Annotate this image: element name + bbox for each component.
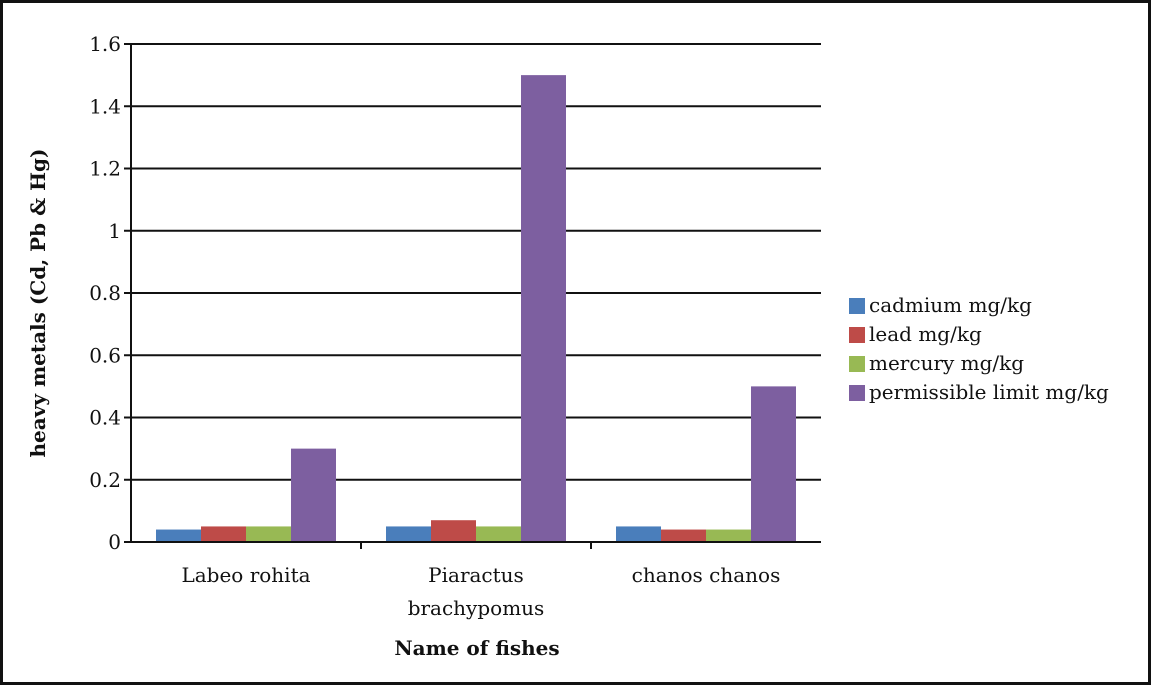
- legend-swatch: [849, 298, 865, 314]
- legend-label: cadmium mg/kg: [869, 293, 1032, 317]
- axes: [130, 44, 821, 549]
- bar-permissible-1: [521, 75, 566, 542]
- bar-mercury-2: [706, 529, 751, 542]
- x-axis-title: Name of fishes: [394, 636, 559, 660]
- bar-cadmium-1: [386, 526, 431, 542]
- legend-swatch: [849, 327, 865, 343]
- bar-permissible-0: [291, 448, 336, 542]
- bar-mercury-0: [246, 526, 291, 542]
- x-category-labels: Labeo rohita Piaractus brachypomus chanos c…: [181, 563, 780, 620]
- bars: [156, 75, 796, 542]
- bar-cadmium-2: [616, 526, 661, 542]
- y-tick-label: 0: [108, 530, 121, 554]
- y-tick-labels: 0 0.2 0.4 0.6 0.8 1 1.2 1.4 1.6: [89, 32, 121, 554]
- legend-swatch: [849, 385, 865, 401]
- bar-lead-0: [201, 526, 246, 542]
- y-tick-label: 0.2: [89, 468, 121, 492]
- y-tick-label: 0.8: [89, 281, 121, 305]
- y-tick-label: 0.6: [89, 343, 121, 367]
- x-category-label: Labeo rohita: [181, 563, 310, 587]
- legend-swatch: [849, 356, 865, 372]
- x-category-label: brachypomus: [408, 596, 545, 620]
- bar-chart: 0 0.2 0.4 0.6 0.8 1 1.2 1.4 1.6 Labeo rohita Piar…: [26, 32, 1109, 660]
- y-tick-label: 1.4: [89, 94, 121, 118]
- legend-label: permissible limit mg/kg: [869, 380, 1109, 404]
- bar-lead-1: [431, 520, 476, 542]
- legend: cadmium mg/kg lead mg/kg mercury mg/kg perm…: [849, 293, 1109, 404]
- legend-label: mercury mg/kg: [869, 351, 1024, 375]
- y-tick-label: 0.4: [89, 406, 121, 430]
- y-tick-label: 1.2: [89, 157, 121, 181]
- y-tick-label: 1.6: [89, 32, 121, 56]
- gridlines: [124, 43, 821, 543]
- x-category-label: chanos chanos: [632, 563, 781, 587]
- bar-cadmium-0: [156, 529, 201, 542]
- bar-lead-2: [661, 529, 706, 542]
- bar-permissible-2: [751, 386, 796, 542]
- legend-label: lead mg/kg: [869, 322, 982, 346]
- y-tick-label: 1: [108, 219, 121, 243]
- bar-mercury-1: [476, 526, 521, 542]
- x-category-label: Piaractus: [428, 563, 524, 587]
- y-axis-title: heavy metals (Cd, Pb & Hg): [26, 149, 50, 458]
